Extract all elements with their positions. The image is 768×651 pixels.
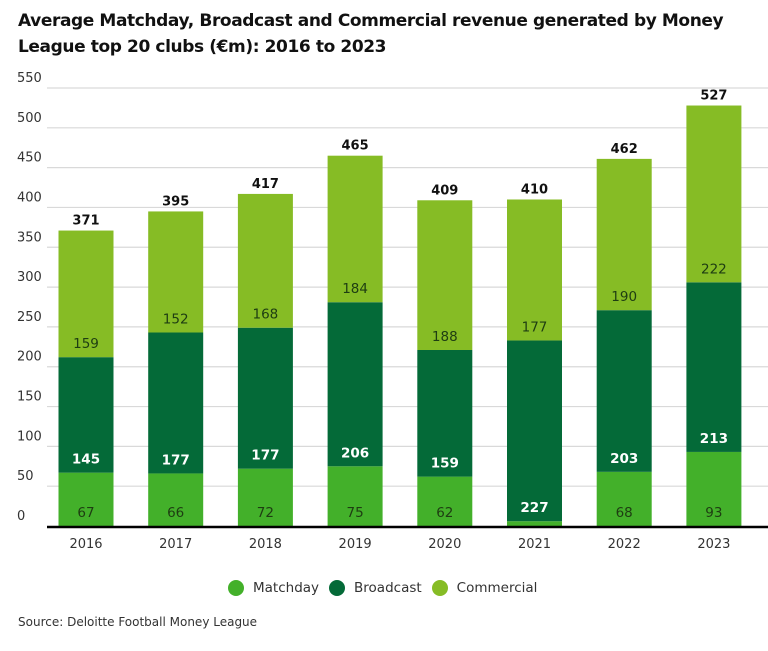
bar-matchday-2021: [507, 521, 562, 526]
bar-group-2018: 72 177 168 417: [237, 177, 293, 526]
data-label-commercial: 177: [522, 319, 548, 335]
data-label-commercial: 222: [701, 261, 727, 277]
x-tick-label: 2020: [428, 537, 461, 552]
x-tick-label: 2016: [69, 537, 102, 552]
source-note: Source: Deloitte Football Money League: [18, 615, 258, 629]
bar-broadcast-2019: [327, 302, 383, 467]
data-label-matchday: 93: [705, 505, 722, 521]
x-axis-ticks: 2016 2017 2018 2019 2020 2021 2022 2023: [69, 537, 730, 552]
y-tick-label: 50: [17, 469, 34, 484]
bar-commercial-2022: [596, 158, 652, 311]
data-label-matchday: 67: [77, 505, 94, 521]
legend-label: Commercial: [456, 580, 538, 596]
bar-commercial-2023: [686, 105, 742, 283]
x-tick-label: 2017: [159, 537, 192, 552]
y-tick-label: 550: [17, 71, 42, 86]
bar-group-2016: 67 145 159 371: [58, 214, 114, 526]
bar-group-2022: 68 203 190 462: [596, 142, 652, 526]
y-tick-label: 450: [17, 151, 42, 166]
y-tick-label: 500: [17, 111, 42, 126]
bar-broadcast-2016: [58, 357, 114, 473]
data-label-matchday: 66: [167, 505, 184, 521]
bar-broadcast-2020: [417, 350, 473, 477]
total-label: 371: [72, 214, 99, 229]
legend-label: Broadcast: [354, 580, 422, 596]
y-tick-label: 400: [17, 190, 42, 205]
bar-group-2023: 93 213 222 527: [686, 89, 742, 526]
data-label-commercial: 190: [611, 289, 637, 305]
bars: 67 145 159 371 66 177 152 395 72 177 168 417 75 206 18…: [58, 89, 742, 526]
data-label-commercial: 159: [73, 336, 99, 352]
bar-matchday-2022: [596, 471, 652, 526]
x-tick-label: 2018: [249, 537, 282, 552]
data-label-broadcast: 159: [431, 456, 459, 472]
data-label-matchday: 72: [257, 505, 274, 521]
data-label-matchday: 68: [616, 505, 633, 521]
bar-matchday-2020: [417, 476, 473, 526]
bar-broadcast-2022: [596, 310, 652, 472]
data-label-broadcast: 177: [251, 448, 279, 464]
bar-commercial-2019: [327, 155, 383, 303]
bar-broadcast-2018: [237, 327, 293, 469]
bar-commercial-2017: [148, 211, 204, 333]
bar-commercial-2016: [58, 230, 114, 358]
legend-item-commercial: Commercial: [431, 580, 538, 596]
y-tick-label: 350: [17, 230, 42, 245]
data-label-matchday: 62: [436, 505, 453, 521]
legend-swatch-icon: [431, 580, 448, 596]
bar-broadcast-2023: [686, 282, 742, 452]
data-label-commercial: 188: [432, 329, 458, 345]
x-tick-label: 2019: [339, 537, 372, 552]
total-label: 417: [252, 177, 279, 192]
bar-group-2017: 66 177 152 395: [148, 194, 204, 526]
bar-matchday-2017: [148, 473, 204, 526]
legend: Matchday Broadcast Commercial: [228, 580, 547, 596]
legend-label: Matchday: [253, 580, 320, 596]
bar-broadcast-2021: [507, 340, 562, 522]
total-label: 409: [431, 183, 458, 198]
bar-matchday-2023: [686, 451, 742, 526]
total-label: 465: [342, 139, 369, 154]
y-tick-label: 100: [17, 429, 42, 444]
bar-matchday-2016: [58, 472, 114, 526]
y-tick-label: 200: [17, 350, 42, 365]
total-label: 527: [700, 89, 727, 104]
data-label-matchday: 75: [347, 505, 364, 521]
data-label-commercial: 184: [342, 281, 368, 297]
y-tick-label: 150: [17, 390, 42, 405]
data-label-broadcast: 213: [700, 431, 728, 447]
legend-item-broadcast: Broadcast: [329, 580, 422, 596]
total-label: 410: [521, 182, 548, 197]
total-label: 462: [611, 142, 638, 157]
data-label-broadcast: 206: [341, 445, 369, 461]
data-label-broadcast: 227: [520, 500, 548, 516]
data-label-broadcast: 177: [162, 452, 190, 468]
bar-broadcast-2017: [148, 332, 204, 474]
legend-swatch-icon: [329, 580, 346, 596]
y-tick-label: 300: [17, 270, 42, 285]
bar-group-2021: 227 177 410: [507, 182, 562, 526]
legend-item-matchday: Matchday: [228, 580, 319, 596]
y-axis-ticks: 0 50 100 150 200 250 300 350 400 450 500 550: [17, 71, 42, 524]
total-label: 395: [162, 194, 189, 209]
data-label-commercial: 152: [163, 311, 189, 327]
x-tick-label: 2023: [697, 537, 730, 552]
x-tick-label: 2021: [518, 537, 551, 552]
bar-commercial-2021: [507, 199, 562, 341]
y-tick-label: 250: [17, 310, 42, 325]
chart-title: Average Matchday, Broadcast and Commerci…: [18, 11, 724, 57]
bar-group-2020: 62 159 188 409: [417, 183, 473, 526]
data-label-commercial: 168: [253, 307, 279, 323]
legend-swatch-icon: [228, 580, 244, 596]
data-label-broadcast: 145: [72, 452, 100, 468]
x-tick-label: 2022: [608, 537, 641, 552]
bar-matchday-2019: [327, 466, 383, 526]
bar-commercial-2018: [237, 193, 293, 328]
bar-commercial-2020: [417, 200, 473, 351]
y-tick-label: 0: [17, 509, 25, 524]
bar-matchday-2018: [237, 468, 293, 526]
data-label-broadcast: 203: [610, 451, 638, 467]
bar-group-2019: 75 206 184 465: [327, 139, 383, 526]
